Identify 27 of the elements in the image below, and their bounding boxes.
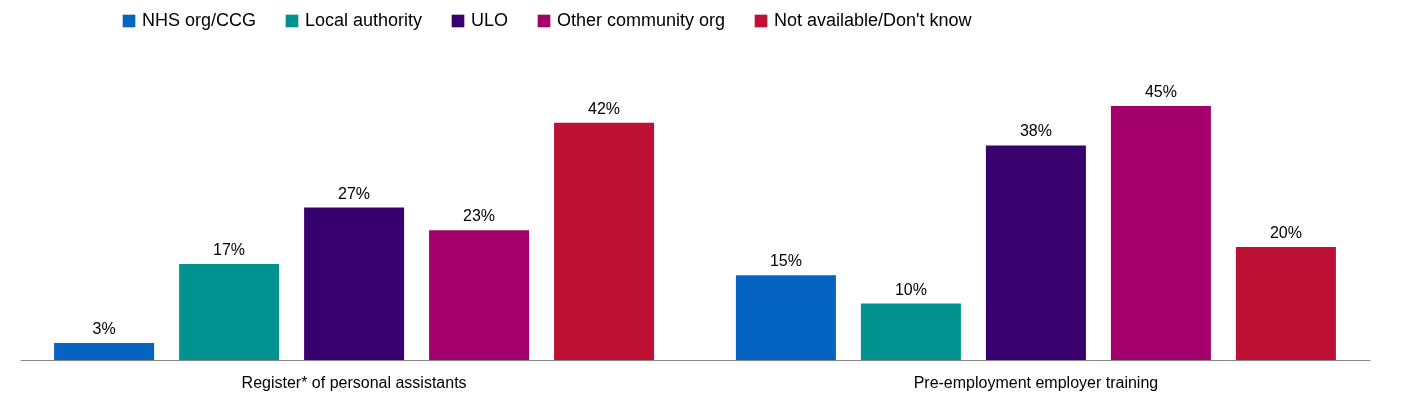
legend-label: ULO <box>471 10 509 30</box>
bar <box>985 145 1086 360</box>
data-label: 42% <box>588 99 621 117</box>
bar <box>54 343 155 360</box>
legend-label: Other community org <box>557 10 726 30</box>
data-label: 23% <box>463 207 496 225</box>
bar <box>1235 247 1336 360</box>
bar <box>429 230 530 360</box>
bar <box>304 207 405 360</box>
data-label: 17% <box>213 241 246 259</box>
bar <box>554 122 655 360</box>
legend-label: Local authority <box>305 10 423 30</box>
data-label: 3% <box>92 320 116 338</box>
data-label: 45% <box>1144 82 1177 100</box>
data-label: 15% <box>769 252 802 270</box>
data-label: 10% <box>894 280 927 298</box>
data-label: 20% <box>1269 224 1302 242</box>
legend-label: Not available/Don't know <box>774 10 973 30</box>
bar <box>735 275 836 360</box>
x-tick-label: Pre-employment employer training <box>913 373 1159 391</box>
bar <box>179 264 280 360</box>
bar <box>860 303 961 360</box>
bar <box>1110 105 1211 360</box>
data-label: 27% <box>338 184 371 202</box>
legend-label: NHS org/CCG <box>142 10 257 30</box>
x-tick-label: Register* of personal assistants <box>241 373 467 391</box>
data-label: 38% <box>1019 122 1052 140</box>
